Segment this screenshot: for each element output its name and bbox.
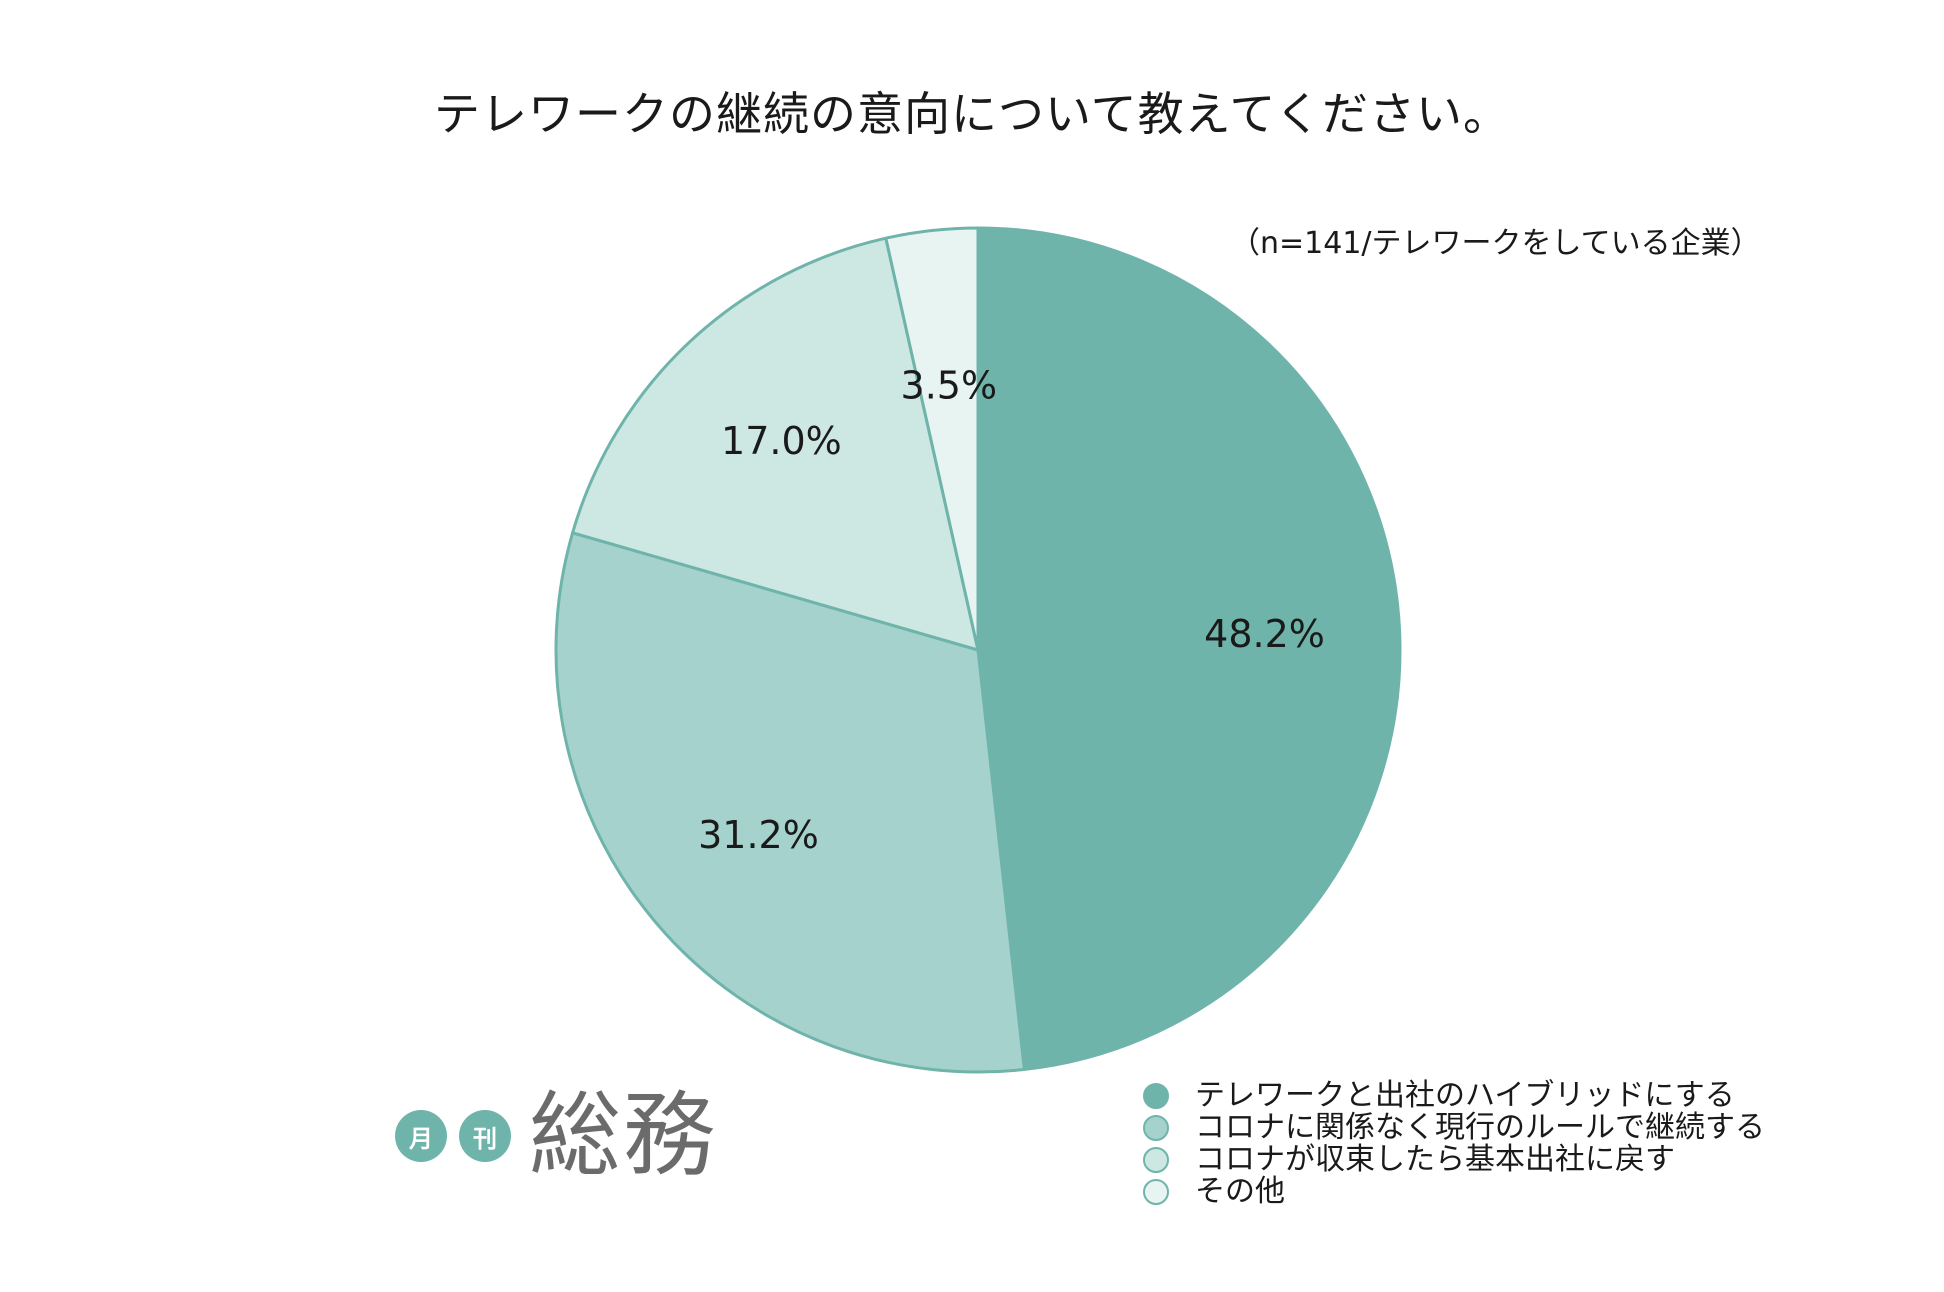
legend: テレワークと出社のハイブリッドにする コロナに関係なく現行のルールで継続する コロナ… bbox=[1143, 1080, 1765, 1208]
slice-value-label-4: 3.5% bbox=[901, 364, 998, 408]
slice-value-label-1: 48.2% bbox=[1204, 612, 1325, 656]
chart-title: テレワークの継続の意向について教えてください。 bbox=[434, 87, 1510, 141]
legend-marker-icon bbox=[1143, 1083, 1169, 1109]
legend-marker-icon bbox=[1143, 1179, 1169, 1205]
pie-slice-3 bbox=[571, 236, 980, 652]
brand-badge-kan: 刊 bbox=[459, 1110, 511, 1162]
brand-name: 総務 bbox=[529, 1082, 718, 1189]
sample-size-note: （n=141/テレワークをしている企業） bbox=[1230, 226, 1761, 261]
pie-slice-2 bbox=[554, 531, 1026, 1074]
pie-slice-4 bbox=[884, 226, 980, 652]
brand-badge-tsuki: 月 bbox=[395, 1110, 447, 1162]
legend-label: コロナが収束したら基本出社に戻す bbox=[1195, 1142, 1675, 1177]
legend-marker-icon bbox=[1143, 1147, 1169, 1173]
legend-marker-icon bbox=[1143, 1115, 1169, 1141]
legend-label: コロナに関係なく現行のルールで継続する bbox=[1195, 1110, 1765, 1145]
legend-item-4: その他 bbox=[1143, 1176, 1765, 1208]
legend-item-3: コロナが収束したら基本出社に戻す bbox=[1143, 1144, 1765, 1176]
legend-label: テレワークと出社のハイブリッドにする bbox=[1195, 1078, 1735, 1113]
slice-value-label-3: 17.0% bbox=[721, 419, 842, 463]
pie-slice-1 bbox=[976, 226, 1402, 1071]
legend-item-2: コロナに関係なく現行のルールで継続する bbox=[1143, 1112, 1765, 1144]
legend-label: その他 bbox=[1195, 1174, 1285, 1209]
brand-logo: 月 刊 総務 bbox=[395, 1090, 717, 1182]
slice-value-label-2: 31.2% bbox=[698, 813, 819, 857]
legend-item-1: テレワークと出社のハイブリッドにする bbox=[1143, 1080, 1765, 1112]
